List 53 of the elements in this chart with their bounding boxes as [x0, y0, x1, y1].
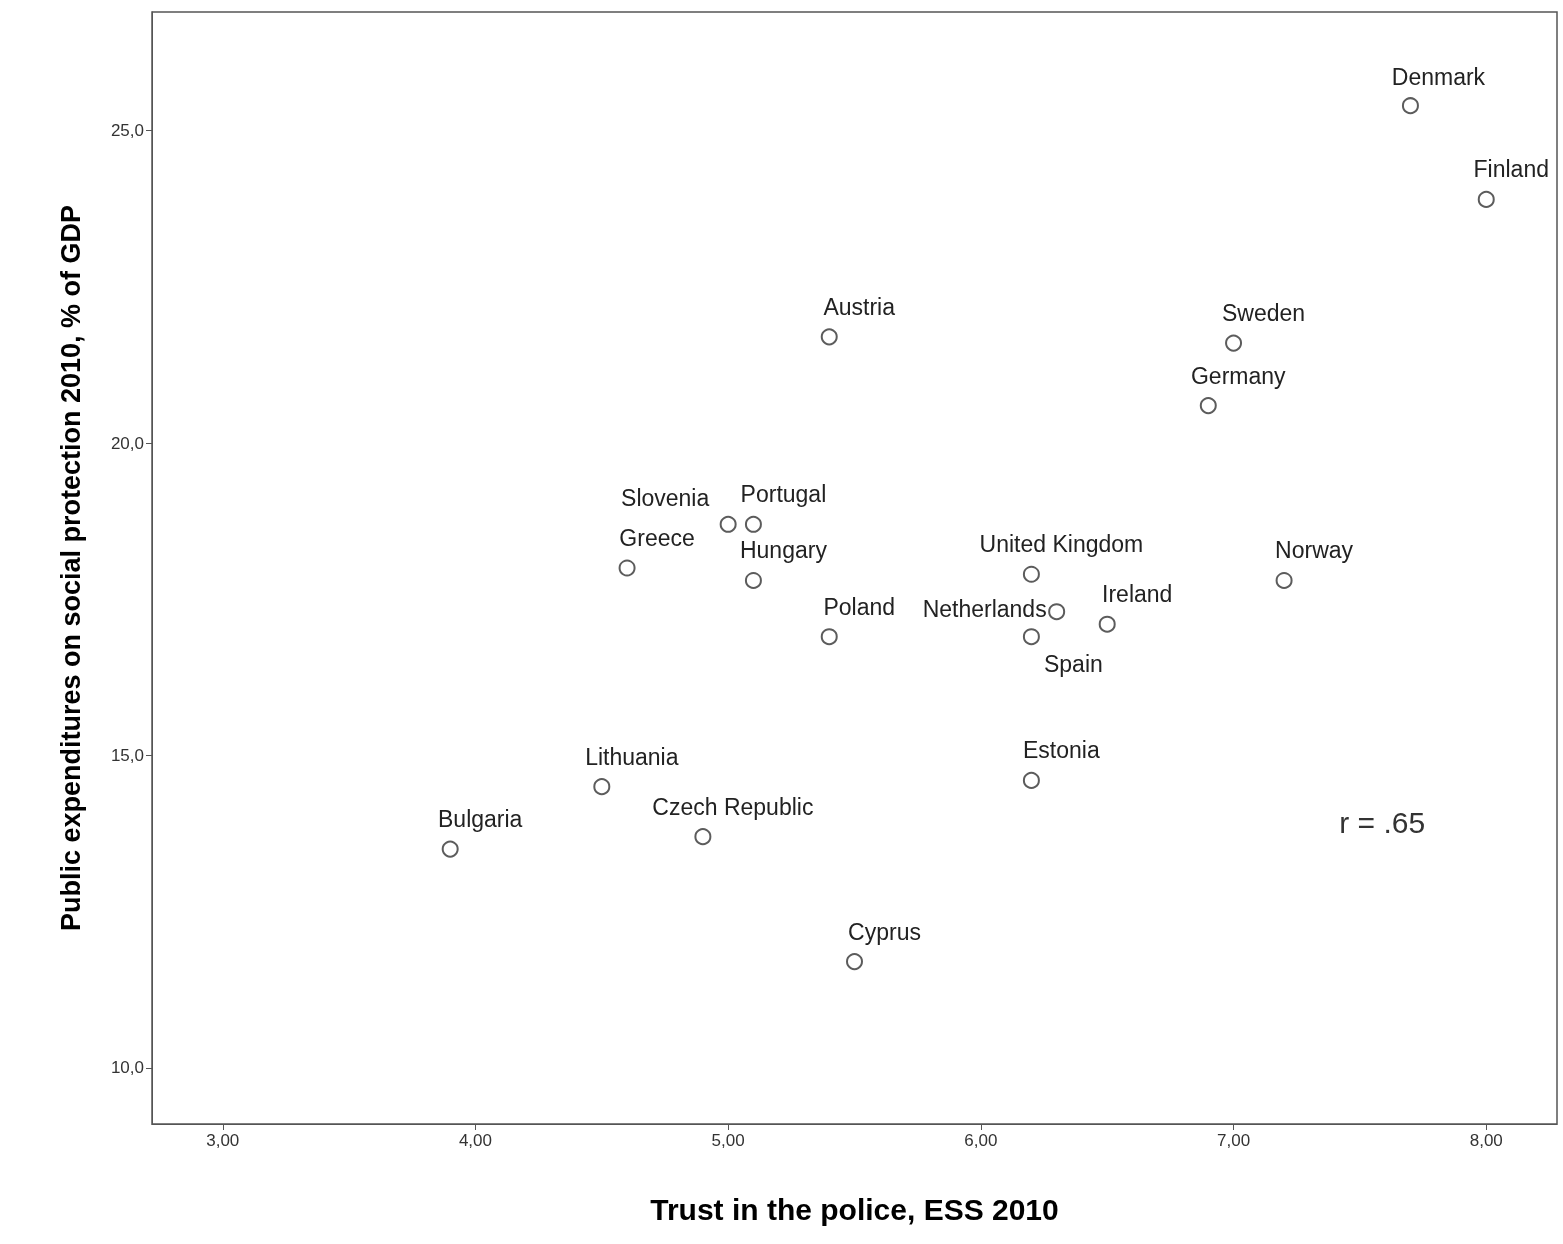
annotation: Lithuania: [585, 743, 679, 770]
x-tick-label: 3,00: [206, 1131, 240, 1150]
annotation: Sweden: [1221, 300, 1306, 327]
point: [820, 628, 838, 646]
point: [1199, 397, 1217, 415]
point: [1401, 97, 1419, 115]
point: [694, 828, 712, 846]
annotation: Austria: [823, 293, 896, 320]
x-tick-label: 8,00: [1469, 1131, 1503, 1150]
annotation: Norway: [1275, 537, 1354, 564]
y-axis-title: Public expenditures on social protection 2010, % of GDP: [55, 204, 86, 932]
point: [593, 778, 611, 796]
point: [846, 953, 863, 971]
annotation: Portugal: [740, 481, 827, 508]
y-tick-label: 25,0: [110, 121, 144, 141]
point: [1477, 190, 1495, 208]
point: [1275, 572, 1293, 589]
point: [1098, 615, 1116, 633]
y-tick-label: 20,0: [110, 433, 144, 453]
x-tick-label: 7,00: [1217, 1131, 1251, 1150]
x-tick-label: 4,00: [458, 1131, 492, 1150]
point: [1225, 334, 1243, 352]
annotation: Poland: [823, 593, 896, 620]
y-tick-label: 10,0: [110, 1058, 144, 1078]
annotation: Slovenia: [621, 485, 710, 512]
annotation: Netherlands: [922, 595, 1047, 622]
x-axis-title: Trust in the police, ESS 2010: [650, 1192, 1059, 1226]
point: [1022, 771, 1040, 789]
annotation: r = .65: [1339, 805, 1426, 839]
annotation: Bulgaria: [437, 806, 523, 833]
y-tick-label: 15,0: [110, 745, 144, 765]
point: [744, 572, 762, 589]
point: [1048, 603, 1066, 621]
annotation: Hungary: [739, 537, 828, 564]
point: [618, 559, 636, 577]
point: [1022, 628, 1040, 646]
annotation: Germany: [1190, 362, 1287, 389]
annotation: Finland: [1473, 156, 1549, 183]
x-tick-label: 6,00: [964, 1131, 998, 1150]
annotation: Estonia: [1023, 737, 1100, 764]
annotation: Cyprus: [848, 918, 921, 945]
annotation: United Kingdom: [979, 531, 1144, 558]
annotation: Spain: [1043, 650, 1103, 677]
point: [441, 840, 459, 858]
annotation: Denmark: [1391, 63, 1486, 90]
point: [719, 515, 737, 533]
annotation: Czech Republic: [652, 793, 814, 820]
annotation: Ireland: [1102, 581, 1173, 608]
x-tick-label: 5,00: [711, 1131, 745, 1150]
point: [744, 515, 762, 533]
point: [820, 328, 838, 346]
point: [1022, 565, 1040, 583]
annotation: Greece: [619, 525, 695, 551]
